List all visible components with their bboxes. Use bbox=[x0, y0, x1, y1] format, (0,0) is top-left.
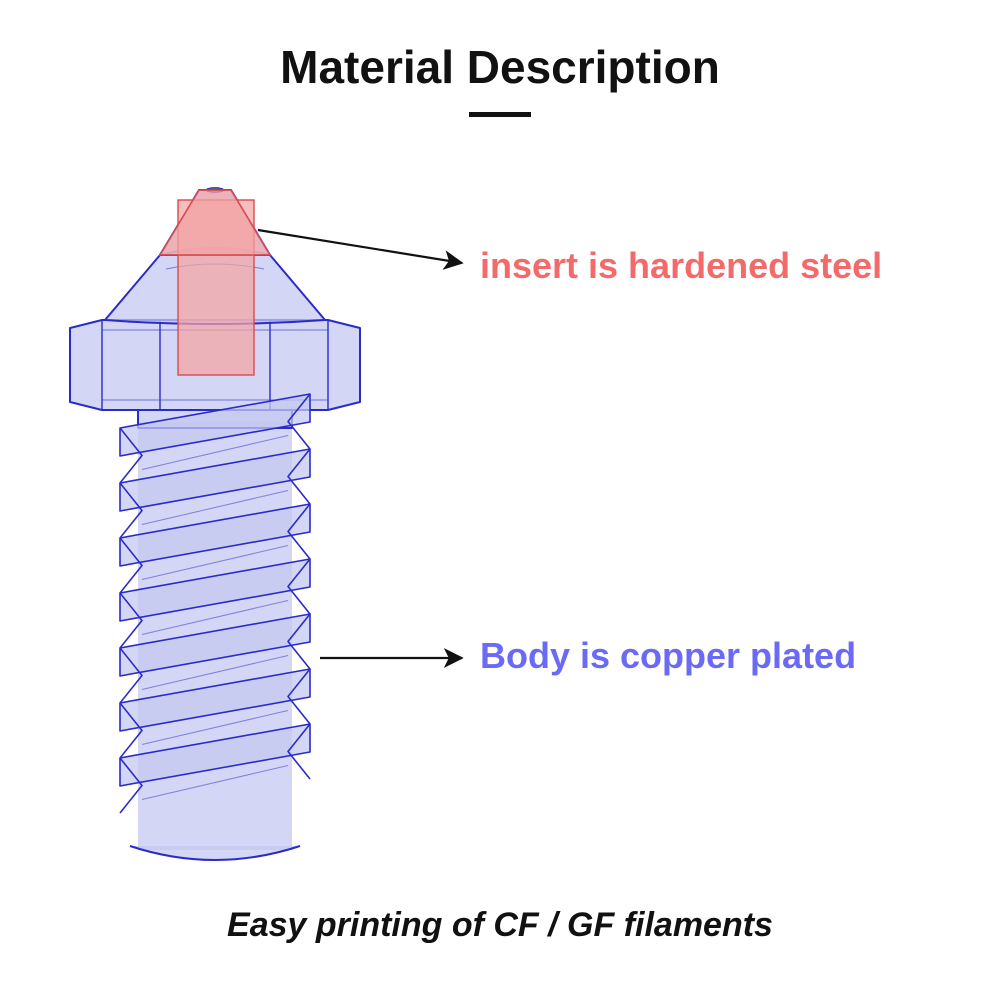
body-label: Body is copper plated bbox=[480, 635, 856, 677]
insert-label: insert is hardened steel bbox=[480, 245, 882, 287]
insert-label-text: insert is hardened steel bbox=[480, 245, 882, 286]
footer-text: Easy printing of CF / GF filaments bbox=[227, 906, 773, 944]
title-text: Material Description bbox=[280, 41, 720, 93]
footer-caption: Easy printing of CF / GF filaments bbox=[0, 906, 1000, 945]
page-title: Material Description bbox=[0, 40, 1000, 94]
body-label-text: Body is copper plated bbox=[480, 635, 856, 676]
title-underline bbox=[469, 112, 531, 117]
